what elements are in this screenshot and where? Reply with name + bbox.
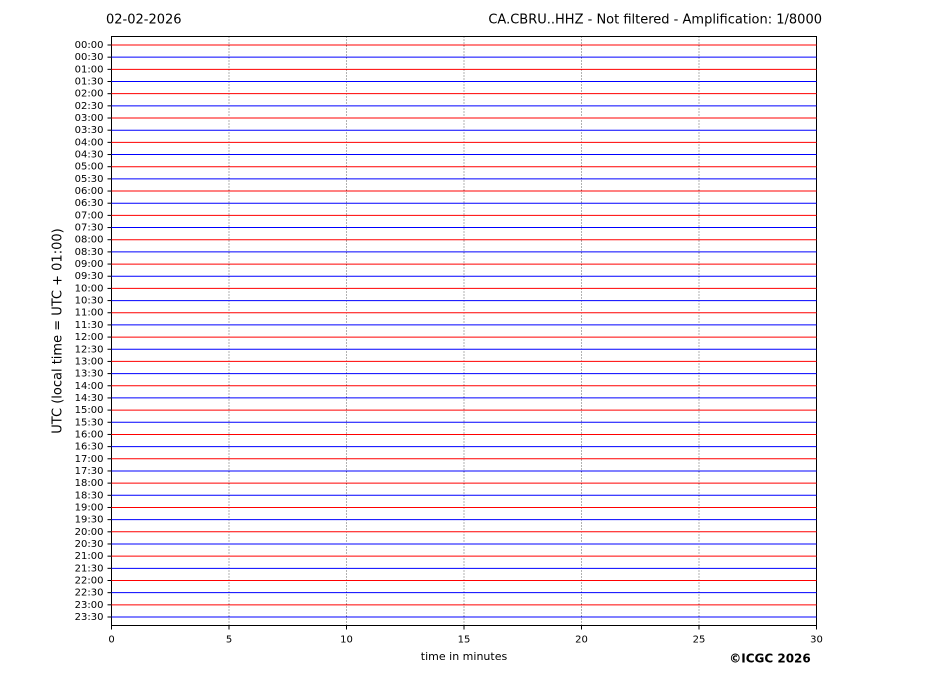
- y-tick-label: 00:30: [75, 52, 104, 63]
- y-tick-label: 23:00: [75, 600, 104, 611]
- y-tick-label: 21:00: [75, 551, 104, 562]
- credit: ©ICGC 2026: [729, 652, 811, 666]
- y-tick-label: 18:30: [75, 490, 104, 501]
- y-tick-label: 09:00: [75, 259, 104, 270]
- y-tick-label: 03:30: [75, 125, 104, 136]
- y-tick-label: 01:30: [75, 77, 104, 88]
- y-axis-label: UTC (local time = UTC + 01:00): [51, 228, 66, 433]
- y-tick-label: 15:30: [75, 417, 104, 428]
- chart-title: 02-02-2026: [106, 13, 182, 28]
- y-tick-label: 14:30: [75, 393, 104, 404]
- y-tick-label: 22:30: [75, 588, 104, 599]
- y-tick-label: 05:00: [75, 162, 104, 173]
- y-tick-label: 18:00: [75, 478, 104, 489]
- y-tick-label: 15:00: [75, 405, 104, 416]
- y-tick-label: 07:30: [75, 223, 104, 234]
- y-tick-label: 09:30: [75, 271, 104, 282]
- y-tick-label: 13:30: [75, 369, 104, 380]
- y-tick-label: 17:00: [75, 454, 104, 465]
- y-tick-label: 05:30: [75, 174, 104, 185]
- y-tick-label: 08:00: [75, 235, 104, 246]
- y-tick-label: 20:30: [75, 539, 104, 550]
- y-tick-label: 17:30: [75, 466, 104, 477]
- y-tick-label: 04:00: [75, 137, 104, 148]
- y-tick-label: 16:30: [75, 442, 104, 453]
- x-tick-label: 20: [575, 635, 588, 646]
- x-tick-label: 25: [693, 635, 706, 646]
- y-tick-label: 07:00: [75, 210, 104, 221]
- y-tick-label: 19:30: [75, 515, 104, 526]
- y-tick-label: 14:00: [75, 381, 104, 392]
- x-tick-label: 0: [108, 635, 114, 646]
- y-tick-label: 11:30: [75, 320, 104, 331]
- chart-subtitle: CA.CBRU..HHZ - Not filtered - Amplificat…: [488, 13, 822, 28]
- y-tick-label: 10:30: [75, 296, 104, 307]
- y-tick-label: 01:00: [75, 64, 104, 75]
- y-tick-label: 23:30: [75, 612, 104, 623]
- y-tick-label: 03:00: [75, 113, 104, 124]
- y-tick-label: 22:00: [75, 575, 104, 586]
- x-tick-label: 30: [810, 635, 823, 646]
- y-tick-label: 06:30: [75, 198, 104, 209]
- y-tick-label: 21:30: [75, 563, 104, 574]
- y-tick-label: 08:30: [75, 247, 104, 258]
- x-axis-label: time in minutes: [421, 650, 508, 663]
- y-tick-label: 02:00: [75, 89, 104, 100]
- y-tick-label: 10:00: [75, 283, 104, 294]
- y-tick-label: 20:00: [75, 527, 104, 538]
- y-tick-label: 04:30: [75, 150, 104, 161]
- y-tick-label: 00:00: [75, 40, 104, 51]
- x-tick-label: 10: [340, 635, 353, 646]
- y-tick-label: 06:00: [75, 186, 104, 197]
- y-tick-label: 12:00: [75, 332, 104, 343]
- y-tick-label: 02:30: [75, 101, 104, 112]
- y-tick-label: 11:00: [75, 308, 104, 319]
- y-tick-label: 13:00: [75, 356, 104, 367]
- y-tick-label: 16:00: [75, 429, 104, 440]
- y-tick-label: 12:30: [75, 344, 104, 355]
- y-tick-label: 19:00: [75, 502, 104, 513]
- x-tick-label: 15: [458, 635, 471, 646]
- x-tick-label: 5: [226, 635, 232, 646]
